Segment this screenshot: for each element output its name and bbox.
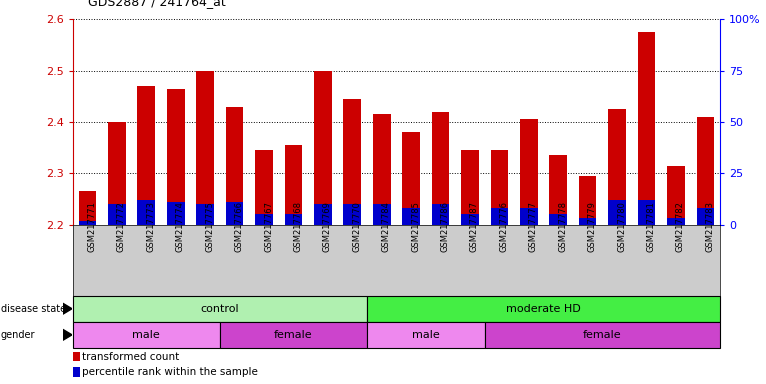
Bar — [373, 204, 391, 225]
Bar — [73, 352, 80, 361]
Bar — [637, 32, 656, 225]
Bar — [108, 122, 126, 225]
Bar — [196, 204, 214, 225]
Text: GSM217766: GSM217766 — [234, 201, 244, 252]
Text: male: male — [412, 330, 440, 340]
Text: transformed count: transformed count — [83, 352, 179, 362]
Bar — [226, 106, 244, 225]
Text: GSM217775: GSM217775 — [205, 201, 214, 252]
Text: GSM217785: GSM217785 — [411, 201, 420, 252]
Bar — [549, 155, 567, 225]
Text: GSM217773: GSM217773 — [146, 201, 155, 252]
Bar — [108, 204, 126, 225]
Bar — [73, 367, 80, 377]
Bar — [343, 204, 361, 225]
Text: GSM217772: GSM217772 — [117, 201, 126, 252]
Text: GSM217777: GSM217777 — [529, 201, 538, 252]
Bar — [255, 214, 273, 225]
Bar — [314, 204, 332, 225]
Text: disease state: disease state — [1, 304, 66, 314]
Text: GSM217776: GSM217776 — [499, 201, 509, 252]
Bar — [79, 220, 97, 225]
Bar — [490, 150, 508, 225]
Bar — [490, 208, 508, 225]
Bar — [367, 322, 485, 348]
Bar — [167, 202, 185, 225]
Bar — [549, 214, 567, 225]
Bar — [608, 200, 626, 225]
Text: GSM217767: GSM217767 — [264, 201, 273, 252]
Text: female: female — [583, 330, 622, 340]
Text: GSM217784: GSM217784 — [381, 201, 391, 252]
Bar — [520, 208, 538, 225]
Bar — [608, 109, 626, 225]
Bar — [314, 71, 332, 225]
Text: GSM217780: GSM217780 — [617, 201, 626, 252]
Text: GSM217769: GSM217769 — [322, 201, 332, 252]
Bar — [667, 218, 685, 225]
Text: GSM217771: GSM217771 — [87, 201, 97, 252]
Text: moderate HD: moderate HD — [506, 304, 581, 314]
Text: percentile rank within the sample: percentile rank within the sample — [83, 367, 258, 377]
Bar — [73, 296, 367, 322]
Bar — [285, 214, 303, 225]
Bar — [79, 191, 97, 225]
Text: GSM217787: GSM217787 — [470, 201, 479, 252]
Text: female: female — [274, 330, 313, 340]
Bar — [432, 112, 450, 225]
Text: GSM217786: GSM217786 — [440, 201, 450, 252]
Text: GSM217779: GSM217779 — [588, 201, 597, 252]
Bar — [343, 99, 361, 225]
Bar — [255, 150, 273, 225]
Bar — [73, 322, 220, 348]
Polygon shape — [63, 303, 72, 314]
Bar — [432, 204, 450, 225]
Bar — [579, 176, 597, 225]
Bar — [285, 145, 303, 225]
Bar — [196, 71, 214, 225]
Bar — [167, 89, 185, 225]
Text: GDS2887 / 241764_at: GDS2887 / 241764_at — [88, 0, 226, 8]
Bar — [485, 322, 720, 348]
Bar — [520, 119, 538, 225]
Polygon shape — [63, 329, 72, 340]
Text: GSM217778: GSM217778 — [558, 201, 567, 252]
Bar — [402, 208, 420, 225]
Text: control: control — [201, 304, 239, 314]
Bar — [667, 166, 685, 225]
Bar — [696, 117, 714, 225]
Text: GSM217770: GSM217770 — [352, 201, 362, 252]
Text: GSM217781: GSM217781 — [647, 201, 656, 252]
Bar — [226, 202, 244, 225]
Bar — [138, 86, 155, 225]
Bar — [696, 208, 714, 225]
Bar — [402, 132, 420, 225]
Text: GSM217782: GSM217782 — [676, 201, 685, 252]
Bar — [637, 200, 656, 225]
Bar — [461, 214, 479, 225]
Bar — [373, 114, 391, 225]
Text: GSM217768: GSM217768 — [293, 201, 303, 252]
Text: male: male — [133, 330, 160, 340]
Text: gender: gender — [1, 330, 35, 340]
Bar — [220, 322, 367, 348]
Bar — [461, 150, 479, 225]
Bar — [579, 218, 597, 225]
Bar — [367, 296, 720, 322]
Text: GSM217774: GSM217774 — [175, 201, 185, 252]
Bar — [138, 200, 155, 225]
Text: GSM217783: GSM217783 — [705, 201, 715, 252]
